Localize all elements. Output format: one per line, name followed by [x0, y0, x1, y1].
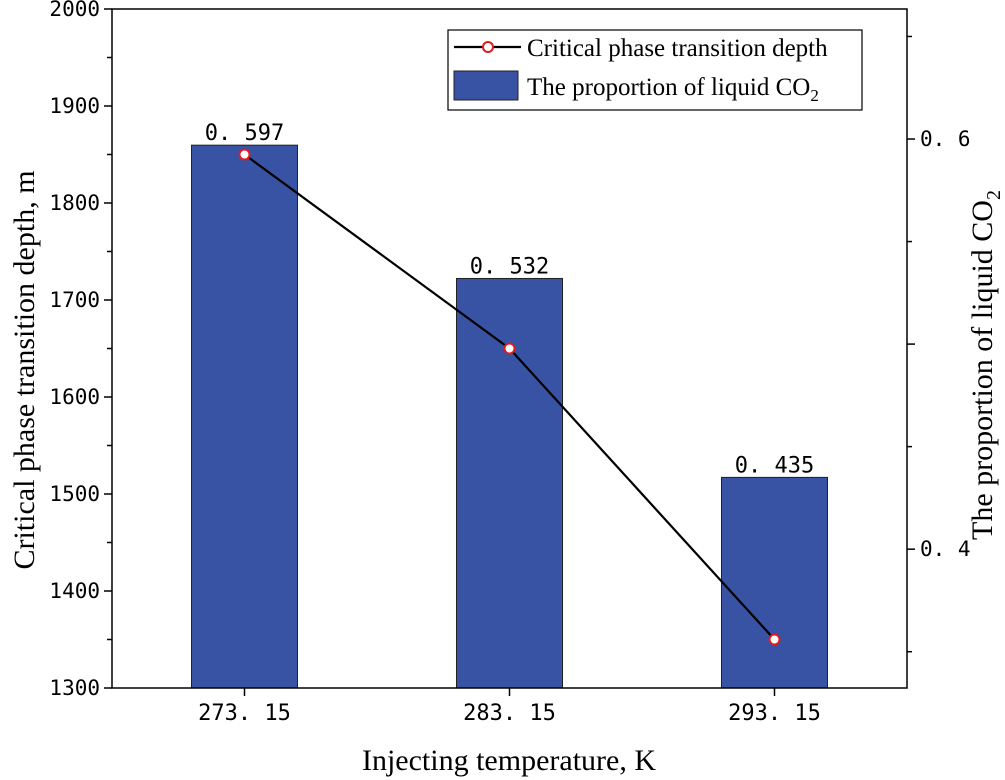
y-axis-left-label: Critical phase transition depth, m: [8, 170, 41, 569]
ticks-layer: 1300 1400 1500 1600 1700 1800 1900 2000 0. 4 0. 6…: [49, 0, 970, 726]
bar: [721, 476, 828, 689]
y-axis-right-label-text: The proportion of liquid CO: [966, 200, 999, 540]
y-left-tick-label: 1300: [49, 676, 100, 700]
y-left-tick-label: 1400: [49, 579, 100, 603]
x-tick-label: 293. 15: [728, 701, 821, 726]
depth-point: [768, 633, 781, 646]
bar: [456, 277, 563, 689]
legend-bar-label-text: The proportion of liquid CO: [527, 74, 810, 101]
y-right-tick-label: 0. 4: [920, 537, 971, 561]
y-axis-right-label: The proportion of liquid CO2: [966, 190, 1005, 540]
x-tick-label: 283. 15: [463, 701, 556, 726]
y-left-tick-label: 1700: [49, 288, 100, 312]
legend-line-label: Critical phase transition depth: [527, 35, 828, 62]
bars-layer: [191, 144, 828, 689]
x-tick-label: 273. 15: [198, 701, 291, 726]
depth-point: [238, 148, 251, 161]
legend-line-marker: [482, 41, 494, 53]
y-left-tick-label: 1800: [49, 191, 100, 215]
bar-value-label: 0. 435: [735, 453, 814, 478]
bar-value-label: 0. 532: [470, 254, 549, 279]
y-left-tick-label: 2000: [49, 0, 100, 21]
y-left-tick-label: 1600: [49, 385, 100, 409]
legend-bar-swatch: [453, 70, 519, 101]
y-left-tick-label: 1500: [49, 482, 100, 506]
line-layer: [238, 148, 781, 646]
legend-bar-label-subscript: 2: [810, 86, 819, 105]
legend: Critical phase transition depth The prop…: [447, 29, 863, 111]
bar: [191, 144, 298, 689]
legend-bar-label: The proportion of liquid CO2: [527, 74, 819, 105]
y-axis-right-label-subscript: 2: [983, 190, 1005, 200]
depth-point: [503, 342, 516, 355]
bar-value-label: 0. 597: [205, 121, 284, 146]
y-right-tick-label: 0. 6: [920, 127, 971, 151]
bar-labels-layer: 0. 597 0. 532 0. 435: [205, 121, 814, 478]
y-left-tick-label: 1900: [49, 94, 100, 118]
x-axis-label: Injecting temperature, K: [362, 744, 656, 777]
